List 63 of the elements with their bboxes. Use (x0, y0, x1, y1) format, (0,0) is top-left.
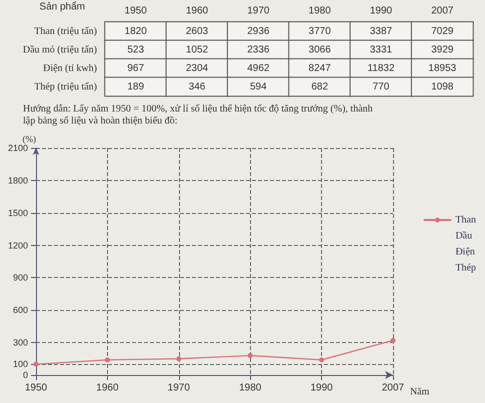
data-label: 3770 (308, 26, 332, 37)
data-label: 594 (250, 81, 268, 92)
y-tick-label: Than (triệu tấn) (34, 26, 97, 37)
data-label: 523 (127, 44, 144, 56)
x-tick-label: 1950 (124, 6, 148, 16)
y-tick-label: 600 (12, 305, 28, 316)
y-tick-label: 300 (12, 338, 28, 348)
y-tick-label: 1500 (8, 208, 28, 218)
y-tick-label: Thép (triệu tấn) (34, 81, 97, 92)
x-tick-label: 1960 (96, 382, 119, 394)
data-label: 7029 (431, 26, 454, 37)
x-tick-label: 2007 (431, 6, 454, 16)
y-tick-label: Dầu mỏ (triệu tấn) (22, 44, 97, 56)
point (176, 356, 182, 362)
x-tick-label: 2007 (382, 382, 405, 394)
data-label: 3331 (370, 44, 393, 56)
point (104, 357, 110, 362)
x-tick-label: 1970 (247, 6, 270, 16)
data-label: 682 (311, 81, 328, 92)
y-tick-label: 1800 (8, 175, 28, 186)
text: Dầu (455, 230, 472, 242)
data-label: 2304 (186, 62, 209, 74)
y-axis-title: (%) (22, 134, 36, 144)
data-label: 770 (372, 81, 390, 92)
data-label: 3929 (431, 44, 454, 56)
x-tick-label: 1980 (239, 382, 262, 394)
x-tick-label: 1980 (308, 6, 332, 16)
x-axis-title: Năm (410, 386, 430, 398)
data-label: 11832 (367, 62, 395, 74)
x-tick-label: 1970 (168, 382, 190, 394)
data-label: 2936 (247, 26, 270, 37)
x-tick-label: 1960 (186, 6, 209, 16)
data-label: 4962 (247, 62, 270, 74)
point (34, 362, 38, 367)
x-tick-label: 1990 (370, 6, 393, 16)
text: Điện (455, 246, 475, 258)
point (319, 357, 324, 362)
y-tick-label: 100 (12, 359, 28, 370)
data-label: 1098 (431, 81, 454, 92)
data-label: 1052 (186, 44, 209, 56)
data-label: 3066 (308, 44, 332, 56)
y-axis-title: Sản phẩm (39, 0, 85, 12)
data-label: 2603 (186, 26, 209, 37)
text: Thép (455, 262, 476, 274)
y-tick-label: 1200 (8, 240, 28, 250)
legend-label: Than (455, 214, 476, 226)
data-label: 189 (127, 81, 144, 92)
data-label: 2336 (247, 44, 270, 56)
y-tick-label: 900 (12, 272, 28, 283)
data-label: 18953 (428, 62, 457, 74)
data-label: 3387 (370, 26, 393, 37)
y-tick-label: Điện (tỉ kwh) (43, 62, 97, 74)
y-tick-label: 2100 (8, 143, 28, 153)
point (390, 338, 396, 343)
data-label: 346 (188, 81, 206, 92)
chart-title: Hướng dẫn: Lấy năm 1950 = 100%, xử lí số liệu thể hiện tốc độ tăng trưởng (%), thành lập bảng số liệu và hoàn thiện biểu đồ: (23, 104, 376, 126)
data-label: 1820 (124, 26, 148, 37)
data-label: 967 (127, 62, 144, 74)
x-tick-label: 1950 (24, 382, 48, 394)
x-tick-label: 1990 (310, 382, 334, 394)
data-label: 8247 (308, 62, 332, 74)
y-tick-label: 0 (22, 370, 28, 380)
point (248, 353, 253, 358)
